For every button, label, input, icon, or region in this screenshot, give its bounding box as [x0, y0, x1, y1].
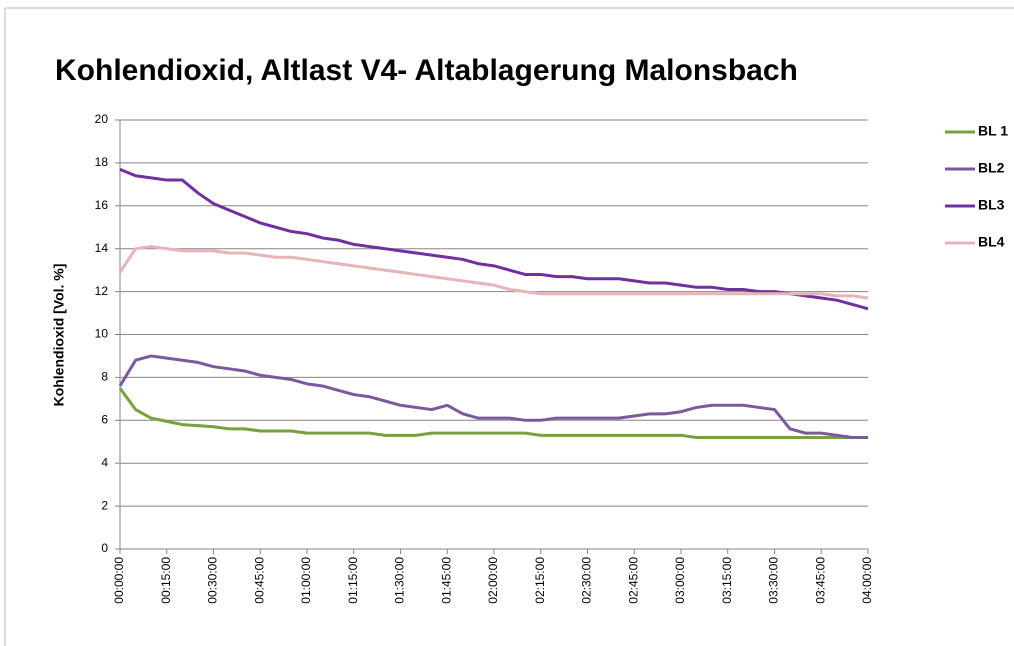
x-tick-label: 03:15:00 — [720, 557, 734, 604]
x-tick-label: 00:30:00 — [206, 557, 220, 604]
x-tick-label: 02:00:00 — [486, 557, 500, 604]
y-tick-label: 2 — [101, 498, 108, 512]
x-tick-label: 01:45:00 — [439, 557, 453, 604]
legend-label: BL 1 — [978, 123, 1008, 139]
x-tick-label: 00:15:00 — [159, 557, 173, 604]
y-tick-label: 20 — [95, 112, 109, 126]
series-line — [118, 245, 869, 300]
chart-frame — [4, 7, 1014, 646]
y-tick-label: 6 — [101, 412, 108, 426]
x-tick-label: 00:45:00 — [252, 557, 266, 604]
y-tick-label: 12 — [95, 284, 109, 298]
x-tick-label: 02:30:00 — [580, 557, 594, 604]
x-tick-label: 01:00:00 — [299, 557, 313, 604]
chart-title: Kohlendioxid, Altlast V4- Altablagerung … — [55, 54, 798, 87]
y-tick-label: 14 — [95, 241, 109, 255]
y-tick-label: 8 — [101, 370, 108, 384]
y-tick-label: 4 — [101, 455, 108, 469]
x-tick-label: 01:15:00 — [346, 557, 360, 604]
x-tick-label: 02:15:00 — [533, 557, 547, 604]
x-tick-label: 03:45:00 — [813, 557, 827, 604]
x-tick-label: 00:00:00 — [112, 557, 126, 604]
y-axis-label: Kohlendioxid [Vol. %] — [51, 264, 67, 407]
series-line — [119, 167, 869, 311]
legend-label: BL2 — [978, 160, 1005, 176]
y-tick-label: 18 — [95, 155, 109, 169]
y-tick-label: 16 — [95, 198, 109, 212]
x-tick-label: 03:30:00 — [767, 557, 781, 604]
y-tick-label: 0 — [101, 541, 108, 555]
legend-label: BL4 — [978, 234, 1005, 250]
x-tick-label: 01:30:00 — [393, 557, 407, 604]
x-tick-label: 02:45:00 — [626, 557, 640, 604]
series-line — [118, 354, 868, 439]
x-tick-label: 03:00:00 — [673, 557, 687, 604]
y-tick-label: 10 — [95, 327, 109, 341]
x-tick-label: 04:00:00 — [860, 557, 874, 604]
legend-label: BL3 — [978, 197, 1005, 213]
series-line — [118, 387, 868, 439]
